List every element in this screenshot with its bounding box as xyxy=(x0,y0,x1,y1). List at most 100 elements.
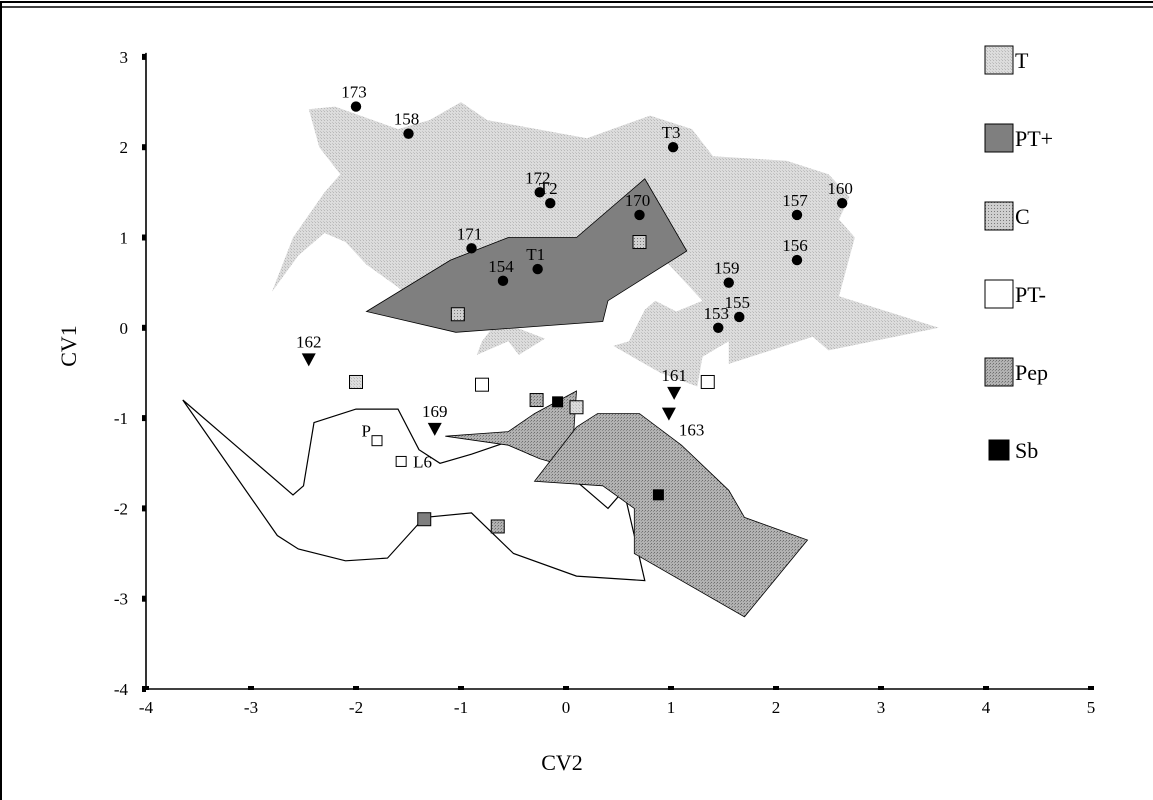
point-pep-square xyxy=(490,519,505,534)
point-162-triangle xyxy=(301,353,316,367)
legend-label-ptminus: PT- xyxy=(1015,282,1046,307)
x-tick-mark xyxy=(563,686,569,690)
y-tick-label: 1 xyxy=(120,229,129,248)
point-159-circle xyxy=(723,277,734,288)
x-tick-mark xyxy=(1088,686,1094,690)
x-tick-label: -4 xyxy=(139,698,154,717)
point-153-label: 153 xyxy=(704,304,730,323)
region-ptplus-1 xyxy=(365,178,688,333)
x-tick-label: -2 xyxy=(349,698,363,717)
y-tick-label: -1 xyxy=(114,409,128,428)
x-axis-label: CV2 xyxy=(541,750,583,775)
x-tick-mark xyxy=(458,686,464,690)
x-tick-mark xyxy=(353,686,359,690)
y-tick-mark xyxy=(142,324,146,331)
point-163-triangle xyxy=(661,407,676,421)
legend-swatch-t xyxy=(984,45,1014,75)
point-154-circle xyxy=(497,275,509,287)
point-t-square xyxy=(569,400,584,415)
point-157-label: 157 xyxy=(782,191,808,210)
point-156-circle xyxy=(791,254,803,266)
legend-swatch-c xyxy=(984,201,1014,231)
y-tick-label: 2 xyxy=(120,138,129,157)
point-t1-label: T1 xyxy=(526,245,545,264)
point-158-circle xyxy=(403,128,414,139)
y-tick-label: -4 xyxy=(114,680,129,699)
point-158-label: 158 xyxy=(394,110,420,129)
point-ptminus-square xyxy=(475,377,489,392)
legend-label-sb: Sb xyxy=(1015,438,1038,463)
point-t1-circle xyxy=(532,263,543,275)
y-tick-label: -3 xyxy=(114,590,128,609)
legend-label-t: T xyxy=(1015,48,1029,73)
point-153-circle xyxy=(713,322,724,333)
legend: T PT+ C PT- Pep Sb xyxy=(984,45,1053,463)
point-162-label: 162 xyxy=(296,332,322,351)
y-tick-mark xyxy=(142,53,146,60)
point-173-circle xyxy=(350,101,362,112)
x-tick-mark xyxy=(248,686,254,690)
legend-swatch-ptminus xyxy=(984,279,1014,309)
point-171-circle xyxy=(466,243,477,254)
x-tick-label: 2 xyxy=(772,698,781,717)
point-p-label: P xyxy=(362,422,371,441)
x-tick-label: -3 xyxy=(244,698,258,717)
point-173-label: 173 xyxy=(341,83,367,102)
x-tick-mark xyxy=(773,686,779,690)
legend-label-pep: Pep xyxy=(1015,360,1048,385)
point-170-label: 170 xyxy=(625,191,651,210)
y-tick-mark xyxy=(142,686,146,692)
point-t3-circle xyxy=(667,142,679,153)
point-171-label: 171 xyxy=(457,224,483,243)
point-160-label: 160 xyxy=(827,179,853,198)
point-159-label: 159 xyxy=(714,259,740,278)
point-pep-square xyxy=(529,393,544,408)
y-tick-mark xyxy=(142,144,146,151)
legend-swatch-pep xyxy=(984,357,1014,387)
group-regions xyxy=(182,102,939,618)
point-161-label: 161 xyxy=(661,366,687,385)
x-tick-label: 3 xyxy=(877,698,886,717)
x-tick-mark xyxy=(668,686,674,690)
point-172-label: 172 xyxy=(525,168,551,187)
y-tick-mark xyxy=(142,234,146,241)
point-c-square xyxy=(632,235,647,250)
x-tick-label: 4 xyxy=(982,698,991,717)
point-156-label: 156 xyxy=(782,236,808,255)
point-163-label: 163 xyxy=(679,421,705,440)
point-155-circle xyxy=(734,311,745,323)
legend-swatch-ptplus xyxy=(984,123,1014,153)
point-l6-square xyxy=(395,455,407,467)
point-170-circle xyxy=(634,209,645,221)
legend-swatch-sb xyxy=(988,439,1010,461)
point-160-circle xyxy=(836,197,848,209)
point-l6-label: L6 xyxy=(413,452,432,471)
y-tick-label: 0 xyxy=(120,319,129,338)
point-sb-square xyxy=(652,489,664,501)
y-tick-mark xyxy=(142,505,146,512)
point-157-circle xyxy=(791,209,803,221)
region-pep-4 xyxy=(533,413,809,618)
point-154-label: 154 xyxy=(488,257,514,276)
point-sb-square xyxy=(552,396,564,408)
x-tick-mark xyxy=(983,686,989,690)
point-169-triangle xyxy=(427,422,442,436)
axes: -4 -3 -2 -1 0 1 2 3 4 5 -4 -3 -2 -1 0 1 2 3 xyxy=(114,48,1095,717)
y-tick-mark xyxy=(142,415,146,422)
point-p-square xyxy=(371,435,383,447)
region-ptminus-2 xyxy=(182,399,646,582)
legend-label-ptplus: PT+ xyxy=(1015,126,1053,151)
y-tick-mark xyxy=(142,595,146,602)
point-t2-circle xyxy=(545,197,556,209)
x-tick-mark xyxy=(878,686,884,690)
y-tick-label: 3 xyxy=(120,48,129,67)
x-tick-label: -1 xyxy=(454,698,468,717)
point-c-square xyxy=(450,307,465,322)
x-tick-label: 5 xyxy=(1087,698,1096,717)
point-ptminus-square xyxy=(700,374,715,389)
point-155-label: 155 xyxy=(725,293,751,312)
